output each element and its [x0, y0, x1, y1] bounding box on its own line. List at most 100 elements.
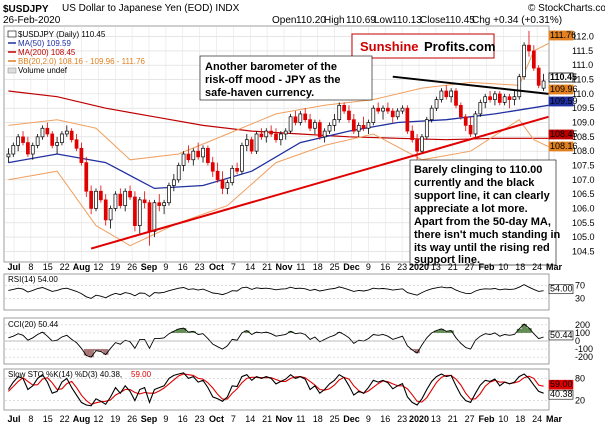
x-tick-label: Dec [343, 262, 360, 272]
x-tick-label: 16 [178, 414, 188, 424]
candle [201, 147, 205, 158]
indicator-tick-label: 30 [575, 293, 585, 303]
annotation-bottom-line-7: its way until the rising red [414, 242, 550, 254]
annotation-bottom-line-2: currently and the black [414, 177, 535, 189]
candle [6, 153, 11, 158]
x-tick-label: Mar [546, 262, 563, 272]
candle [89, 190, 93, 209]
annotation-bottom-line-6: there isn't much standing in [414, 229, 561, 241]
candle [429, 107, 434, 121]
x-tick-label: Oct [209, 262, 224, 272]
open-label: Open [272, 15, 296, 26]
y-tick-label: 109.5 [572, 103, 595, 113]
x-tick-label: Sep [141, 262, 158, 272]
x-tick-label: 12 [93, 262, 103, 272]
candle [167, 185, 171, 204]
candle [381, 107, 385, 112]
copyright: © StockCharts.com [528, 3, 605, 14]
x-tick-label: 19 [110, 414, 120, 424]
x-tick-label: 14 [245, 414, 255, 424]
candle [327, 125, 332, 132]
annotation-top-line-3: safe-haven currency. [205, 87, 314, 99]
x-tick-label: 18 [515, 262, 525, 272]
annotation-top-line-2: risk-off mood - JPY as the [205, 74, 341, 86]
y-tick-label: 109.0 [572, 118, 595, 128]
sto-d-tag [548, 379, 574, 390]
sto-panel-frame [3, 368, 550, 411]
x-tick-label: 15 [43, 262, 53, 272]
x-tick-label: 9 [163, 414, 168, 424]
x-tick-label: 27 [465, 414, 475, 424]
x-tick-label: Sep [141, 414, 158, 424]
price-tag-label: 108.45 [550, 129, 578, 139]
candle [463, 116, 468, 126]
cci-value-tag [548, 330, 574, 341]
open-value: 110.20 [296, 15, 326, 26]
cci-fill [103, 349, 109, 355]
cci-fill [526, 328, 532, 333]
x-tick-label: 15 [43, 414, 53, 424]
legend-main: $USDJPY (Daily) 110.45 [18, 30, 106, 39]
candle [40, 127, 45, 138]
annotation-bottom-line-5: Apart from the 50-day MA, [414, 216, 551, 228]
x-axis-bottom: Jul 8 15 22 Aug 12 19 26 Sep 9 16 23 Oct 7 14 21 Nov 11 18… [7, 414, 562, 424]
candle [342, 104, 346, 112]
annotation-bottom-line-4: appreciate a lot more. [414, 203, 528, 215]
x-tick-label: Nov [275, 414, 292, 424]
indicator-tick-label: 20 [575, 396, 585, 406]
price-tag-box [548, 72, 574, 83]
candle [210, 162, 215, 172]
candle [478, 102, 483, 115]
y-tick-label: 106.0 [572, 203, 595, 213]
logo-part2: Profits.com [424, 39, 496, 54]
cci-fill [88, 349, 94, 358]
candle [35, 136, 40, 146]
candle [79, 147, 84, 163]
candle [405, 107, 410, 132]
candle [191, 150, 196, 161]
x-tick-label: 16 [380, 414, 390, 424]
candle [269, 130, 273, 135]
low-label: Low [374, 15, 393, 26]
candle [16, 136, 21, 146]
candle [133, 196, 137, 226]
candle [361, 125, 366, 129]
x-tick-label: 19 [110, 262, 120, 272]
x-tick-label: 13 [431, 414, 441, 424]
x-tick-label: 21 [262, 414, 272, 424]
x-tick-label: 9 [163, 262, 168, 272]
candle [274, 133, 278, 141]
indicator-tick-label: 70 [575, 281, 585, 291]
candle [103, 199, 108, 221]
candle [60, 133, 64, 143]
x-tick-label: 13 [431, 262, 441, 272]
indicator-tick-label: -200 [575, 352, 593, 362]
bollinger-bands [8, 43, 549, 247]
cci-value: 50.44 [550, 330, 573, 340]
price-tag-label: 111.76 [550, 30, 576, 40]
candle [459, 104, 463, 118]
y-tick-label: 105.0 [572, 232, 595, 242]
rsi-label: RSI(14) 54.00 [8, 275, 58, 284]
rsi-line [8, 284, 544, 299]
sto-d-value: 59.00 [550, 379, 573, 389]
ma50-path [8, 104, 549, 190]
candle [259, 133, 264, 138]
x-tick-label: 21 [448, 414, 458, 424]
legend-volume: Volume undef [18, 66, 68, 75]
indicator-tick-label: 200 [575, 320, 590, 330]
candle [186, 153, 191, 161]
cci-fill [288, 331, 294, 333]
candle [171, 179, 176, 186]
x-tick-label: 26 [127, 414, 137, 424]
x-tick-label: 18 [313, 262, 323, 272]
candle [74, 139, 79, 149]
candle [376, 107, 381, 112]
candle [254, 133, 259, 152]
candles [6, 30, 546, 246]
x-tick-label: Feb [478, 414, 495, 424]
y-tick-label: 108.5 [572, 132, 595, 142]
cci-fill [443, 331, 450, 333]
annotation-bottom-line-1: Barely clinging to 110.00 [414, 164, 542, 176]
candle [434, 99, 439, 109]
